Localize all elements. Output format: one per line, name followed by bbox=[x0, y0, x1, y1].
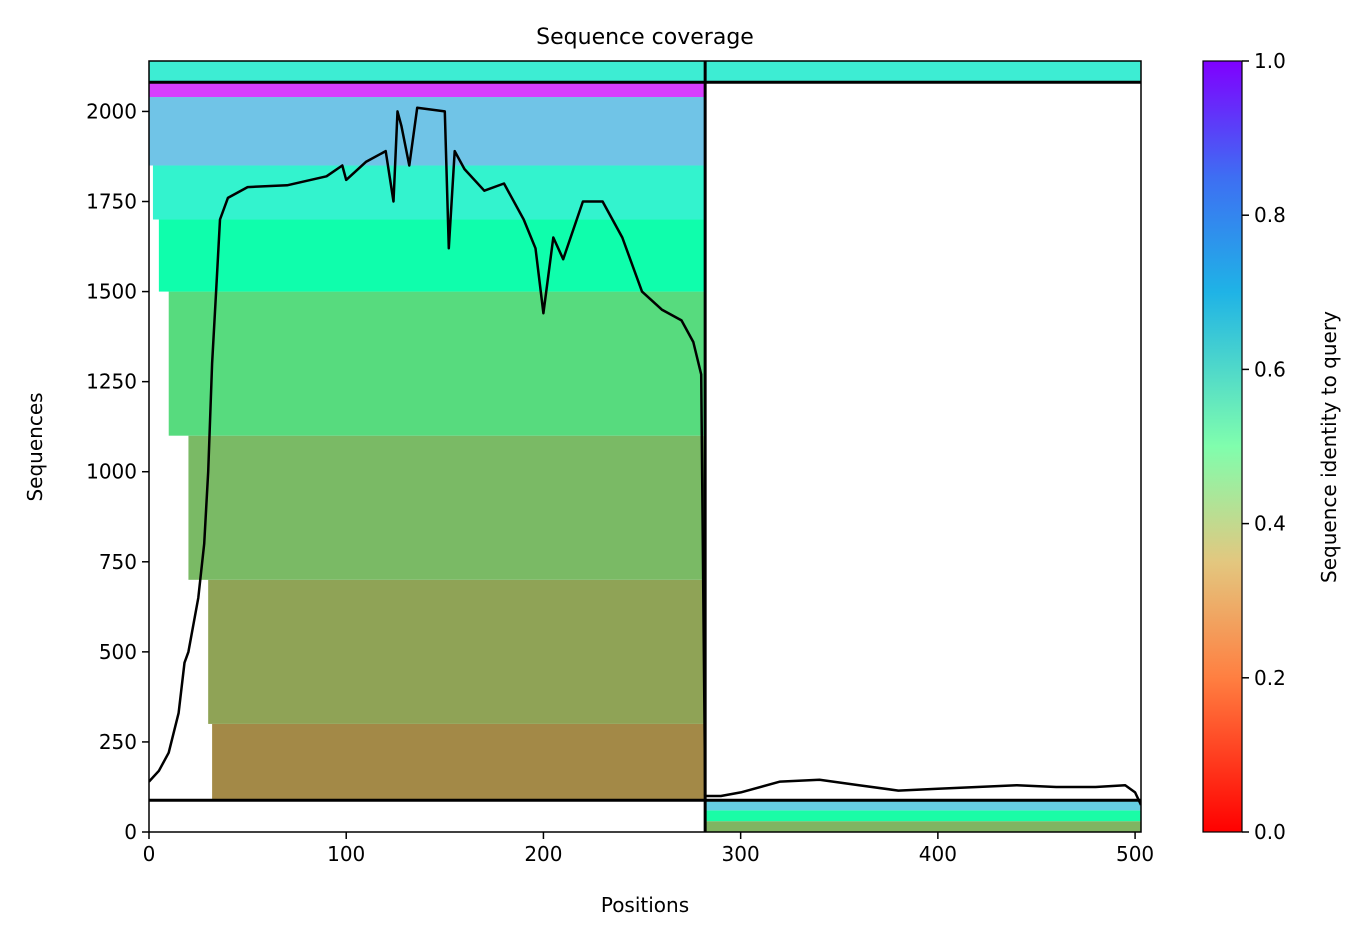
y-tick-label: 1000 bbox=[86, 460, 137, 484]
x-tick-label: 0 bbox=[143, 842, 156, 866]
y-tick-label: 750 bbox=[99, 550, 137, 574]
colorbar-tick-label: 0.4 bbox=[1254, 512, 1286, 536]
y-tick-label: 1750 bbox=[86, 190, 137, 214]
colorbar-tick-label: 1.0 bbox=[1254, 49, 1286, 73]
y-tick-label: 1250 bbox=[86, 370, 137, 394]
colorbar-label: Sequence identity to query bbox=[1317, 311, 1341, 583]
coverage-band bbox=[152, 165, 706, 220]
coverage-line bbox=[149, 106, 1141, 806]
x-tick-label: 500 bbox=[1116, 842, 1154, 866]
coverage-band bbox=[208, 579, 706, 724]
x-tick-label: 300 bbox=[722, 842, 760, 866]
colorbar-tick-label: 0.0 bbox=[1254, 820, 1286, 844]
coverage-band bbox=[168, 291, 706, 436]
x-axis-label: Positions bbox=[601, 893, 689, 917]
coverage-band bbox=[188, 435, 706, 580]
y-axis-label: Sequences bbox=[23, 392, 47, 501]
coverage-band bbox=[705, 800, 1141, 811]
colorbar-ticks: 0.0 0.2 0.4 0.6 0.8 1.0 bbox=[1242, 49, 1286, 844]
x-tick-label: 200 bbox=[524, 842, 562, 866]
coverage-band bbox=[705, 821, 1141, 832]
coverage-heatmap bbox=[149, 61, 1141, 832]
y-tick-label: 2000 bbox=[86, 99, 137, 123]
y-axis: 0 250 500 750 1000 1250 1500 1750 2000 bbox=[86, 99, 149, 844]
plot-frame bbox=[148, 60, 1142, 833]
y-tick-label: 250 bbox=[99, 730, 137, 754]
y-tick-label: 0 bbox=[124, 820, 137, 844]
coverage-band bbox=[149, 82, 706, 98]
x-tick-label: 400 bbox=[919, 842, 957, 866]
x-axis: 0 100 200 300 400 500 bbox=[143, 832, 1154, 866]
chart-title: Sequence coverage bbox=[536, 25, 754, 50]
colorbar-tick-label: 0.6 bbox=[1254, 357, 1286, 381]
colorbar: 0.0 0.2 0.4 0.6 0.8 1.0 Sequence identity to … bbox=[1202, 49, 1341, 844]
plot-area bbox=[149, 61, 1141, 832]
colorbar-gradient bbox=[1202, 60, 1243, 833]
x-tick-label: 100 bbox=[327, 842, 365, 866]
y-tick-label: 500 bbox=[99, 640, 137, 664]
coverage-band bbox=[705, 810, 1141, 822]
coverage-band bbox=[149, 97, 706, 166]
coverage-band bbox=[212, 723, 706, 801]
y-tick-label: 1500 bbox=[86, 280, 137, 304]
colorbar-tick-label: 0.8 bbox=[1254, 203, 1286, 227]
colorbar-tick-label: 0.2 bbox=[1254, 666, 1286, 690]
coverage-band bbox=[149, 61, 1141, 83]
coverage-band bbox=[158, 219, 706, 292]
